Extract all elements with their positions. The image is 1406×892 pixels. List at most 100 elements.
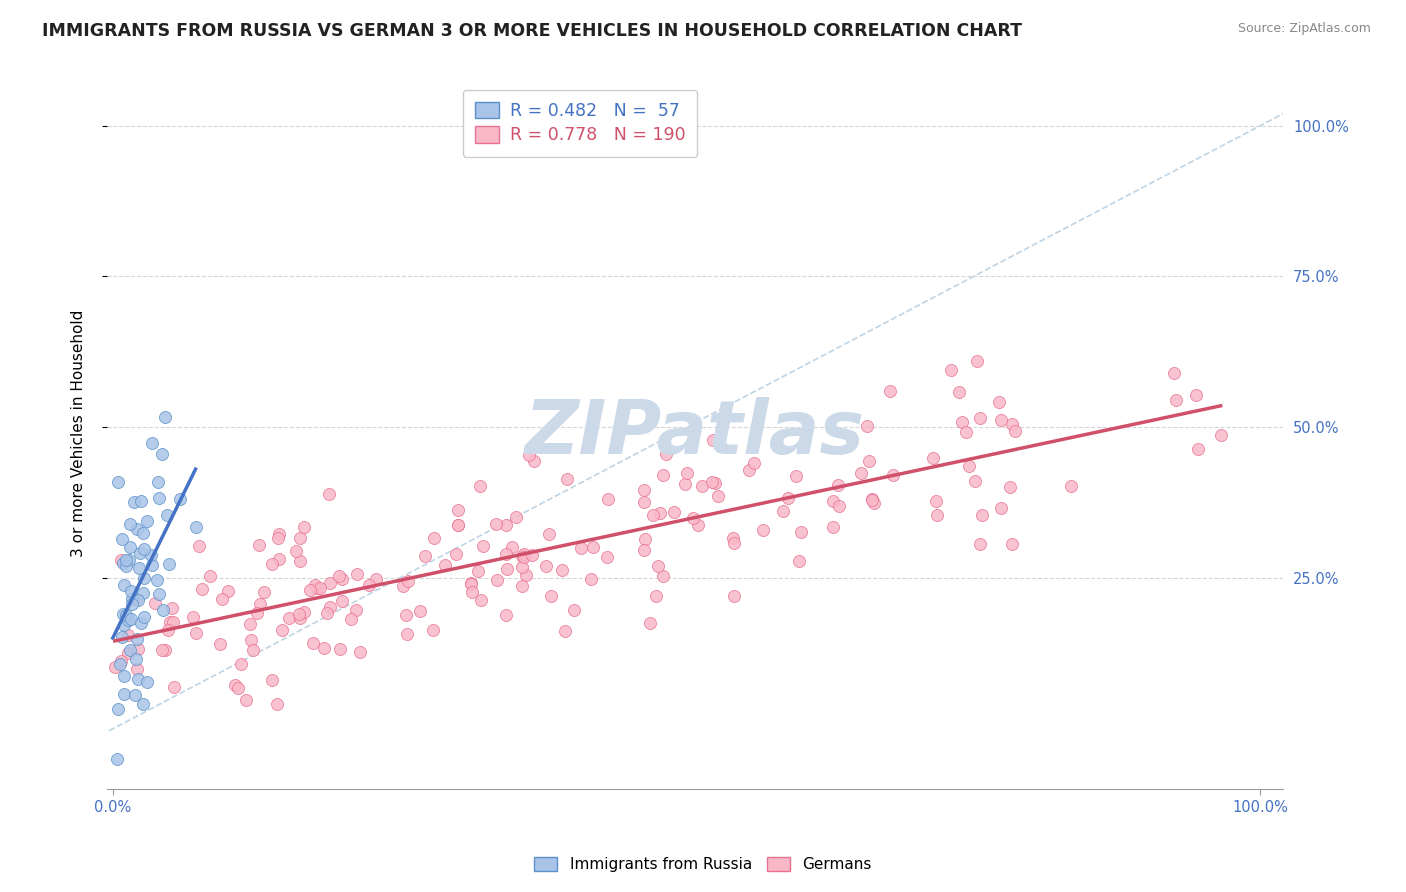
- Point: [485, 517, 508, 532]
- Point: [239, 633, 262, 648]
- Point: [925, 508, 948, 523]
- Point: [125, 652, 148, 666]
- Point: [700, 475, 723, 489]
- Point: [209, 637, 232, 651]
- Point: [409, 604, 432, 618]
- Point: [950, 415, 973, 429]
- Point: [523, 453, 546, 467]
- Point: [495, 607, 517, 622]
- Point: [128, 561, 150, 575]
- Point: [118, 553, 141, 567]
- Point: [107, 702, 129, 716]
- Point: [485, 573, 508, 587]
- Point: [120, 583, 142, 598]
- Point: [304, 578, 326, 592]
- Point: [790, 525, 813, 540]
- Point: [990, 413, 1012, 427]
- Point: [396, 574, 419, 589]
- Point: [823, 494, 845, 508]
- Point: [184, 520, 207, 534]
- Point: [772, 504, 794, 518]
- Point: [785, 468, 807, 483]
- Point: [1164, 393, 1187, 408]
- Point: [860, 492, 883, 507]
- Point: [641, 508, 664, 522]
- Point: [723, 589, 745, 603]
- Point: [114, 559, 136, 574]
- Point: [1001, 537, 1024, 551]
- Point: [157, 623, 180, 637]
- Point: [423, 531, 446, 545]
- Point: [922, 450, 945, 465]
- Point: [129, 615, 152, 630]
- Point: [157, 558, 180, 572]
- Point: [776, 491, 799, 505]
- Point: [132, 571, 155, 585]
- Point: [515, 567, 537, 582]
- Point: [285, 544, 308, 558]
- Point: [821, 519, 844, 533]
- Point: [752, 523, 775, 537]
- Point: [125, 591, 148, 606]
- Point: [269, 551, 291, 566]
- Point: [121, 597, 143, 611]
- Point: [112, 669, 135, 683]
- Point: [1185, 388, 1208, 402]
- Point: [517, 448, 540, 462]
- Point: [447, 518, 470, 533]
- Point: [122, 495, 145, 509]
- Point: [537, 527, 560, 541]
- Point: [148, 491, 170, 505]
- Point: [849, 466, 872, 480]
- Point: [998, 480, 1021, 494]
- Point: [723, 536, 745, 550]
- Point: [581, 573, 603, 587]
- Point: [596, 491, 619, 506]
- Point: [231, 657, 253, 671]
- Point: [460, 577, 482, 591]
- Point: [262, 673, 284, 687]
- Point: [239, 617, 262, 632]
- Point: [110, 630, 132, 644]
- Y-axis label: 3 or more Vehicles in Household: 3 or more Vehicles in Household: [72, 310, 86, 557]
- Point: [655, 447, 678, 461]
- Point: [288, 607, 311, 621]
- Point: [827, 478, 849, 492]
- Point: [470, 479, 492, 493]
- Point: [470, 592, 492, 607]
- Point: [395, 607, 418, 622]
- Point: [226, 681, 249, 696]
- Point: [302, 636, 325, 650]
- Point: [211, 591, 233, 606]
- Point: [125, 632, 148, 647]
- Point: [330, 573, 353, 587]
- Point: [141, 558, 163, 572]
- Point: [467, 564, 489, 578]
- Point: [446, 503, 468, 517]
- Point: [569, 541, 592, 556]
- Point: [181, 609, 204, 624]
- Point: [957, 459, 980, 474]
- Point: [188, 539, 211, 553]
- Point: [110, 654, 132, 668]
- Point: [513, 549, 536, 564]
- Point: [676, 466, 699, 480]
- Point: [118, 540, 141, 554]
- Point: [422, 623, 444, 637]
- Point: [132, 542, 155, 557]
- Point: [288, 611, 311, 625]
- Point: [346, 567, 368, 582]
- Point: [495, 562, 517, 576]
- Point: [117, 614, 139, 628]
- Point: [121, 592, 143, 607]
- Text: IMMIGRANTS FROM RUSSIA VS GERMAN 3 OR MORE VEHICLES IN HOUSEHOLD CORRELATION CHA: IMMIGRANTS FROM RUSSIA VS GERMAN 3 OR MO…: [42, 22, 1022, 40]
- Point: [184, 626, 207, 640]
- Point: [217, 584, 239, 599]
- Point: [366, 572, 388, 586]
- Point: [292, 520, 315, 534]
- Point: [495, 547, 517, 561]
- Point: [308, 581, 330, 595]
- Point: [111, 532, 134, 546]
- Point: [650, 506, 672, 520]
- Point: [136, 674, 159, 689]
